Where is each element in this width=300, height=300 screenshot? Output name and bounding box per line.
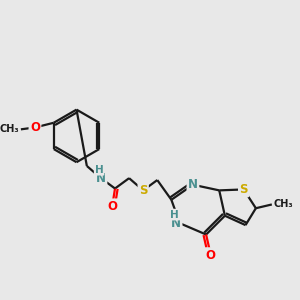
Text: O: O	[107, 200, 117, 213]
Text: O: O	[206, 249, 216, 262]
Text: N: N	[171, 217, 181, 230]
Text: H: H	[95, 165, 103, 175]
Text: CH₃: CH₃	[274, 200, 293, 209]
Text: N: N	[188, 178, 198, 191]
Text: S: S	[239, 183, 248, 196]
Text: S: S	[139, 184, 147, 197]
Text: O: O	[30, 121, 40, 134]
Text: N: N	[96, 172, 106, 185]
Text: H: H	[170, 210, 179, 220]
Text: CH₃: CH₃	[0, 124, 19, 134]
